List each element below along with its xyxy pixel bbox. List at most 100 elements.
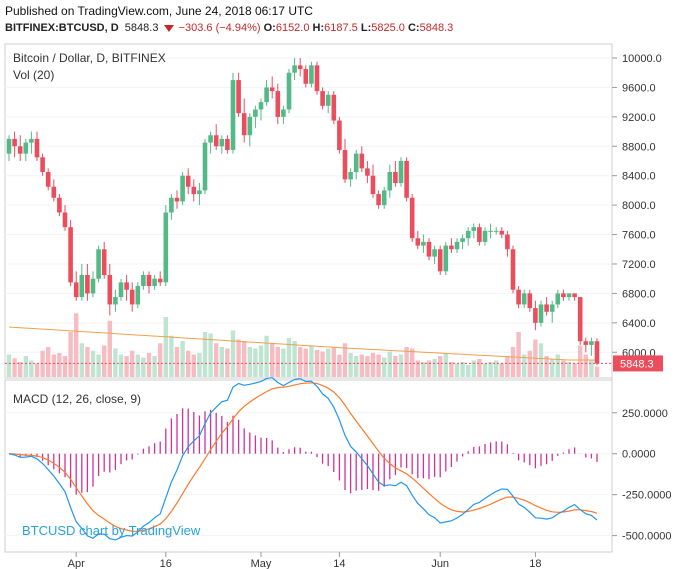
candle-body bbox=[191, 186, 197, 195]
volume-label: Vol (20) bbox=[13, 68, 54, 82]
tradingview-watermark[interactable]: BTCUSD chart by TradingView bbox=[22, 523, 201, 538]
volume-bar bbox=[34, 363, 40, 377]
macd-pane[interactable] bbox=[4, 379, 613, 553]
volume-bar bbox=[292, 341, 297, 377]
candle-body bbox=[359, 153, 365, 169]
volume-bar bbox=[191, 354, 196, 377]
published-note: Published on TradingView.com, June 24, 2… bbox=[5, 4, 313, 18]
macd-line bbox=[8, 377, 598, 541]
volume-bar bbox=[359, 354, 364, 377]
volume-bar bbox=[488, 362, 493, 377]
candle-body bbox=[269, 87, 275, 92]
candle-body bbox=[208, 135, 213, 143]
volume-bar bbox=[202, 332, 208, 377]
candle-body bbox=[516, 289, 521, 305]
volume-bar bbox=[29, 360, 34, 377]
volume-bar bbox=[46, 347, 51, 377]
volume-bar bbox=[275, 347, 280, 377]
candle-body bbox=[527, 293, 533, 309]
candle-body bbox=[185, 175, 191, 187]
price-pane-title: Bitcoin / Dollar, D, BITFINEX bbox=[13, 51, 166, 65]
candle-body bbox=[460, 238, 465, 242]
candle-body bbox=[247, 116, 253, 136]
price-tick-label: 8000.0 bbox=[622, 200, 656, 212]
close-label: C: bbox=[407, 22, 420, 34]
macd-tick-label: 250.0000 bbox=[622, 408, 668, 420]
volume-bar bbox=[303, 348, 308, 377]
price-tick-label: 6400.0 bbox=[622, 318, 656, 330]
volume-bar bbox=[382, 357, 387, 377]
volume-bar bbox=[174, 347, 180, 377]
macd-tick-label: -500.0000 bbox=[622, 531, 672, 543]
candle-body bbox=[141, 275, 146, 287]
volume-bar bbox=[236, 339, 241, 377]
volume-bar bbox=[186, 350, 191, 377]
candle-body bbox=[549, 304, 555, 312]
candle-body bbox=[90, 278, 96, 294]
candle-body bbox=[241, 113, 247, 136]
symbol-info-line: BITFINEX:BTCUSD, D 5848.3 −303.6 (−4.94%… bbox=[5, 22, 453, 34]
candle-body bbox=[572, 293, 577, 298]
candle-body bbox=[544, 304, 549, 312]
volume-bar bbox=[62, 356, 68, 377]
volume-bar bbox=[320, 351, 325, 377]
candle-body bbox=[561, 293, 566, 298]
volume-bar bbox=[124, 356, 129, 377]
price-tick-label: 8400.0 bbox=[622, 171, 656, 183]
volume-bar bbox=[594, 366, 600, 377]
volume-bar bbox=[12, 358, 17, 377]
candle-body bbox=[253, 109, 258, 117]
volume-bar bbox=[572, 363, 577, 377]
candle-body bbox=[510, 249, 516, 290]
candle-body bbox=[197, 190, 202, 195]
candle-body bbox=[169, 197, 174, 213]
price-tick-label: 9200.0 bbox=[622, 112, 656, 124]
high-value: 6187.5 bbox=[324, 22, 358, 34]
candle-body bbox=[538, 304, 544, 323]
candle-body bbox=[398, 160, 404, 184]
time-tick-label: 16 bbox=[160, 558, 172, 569]
volume-bar bbox=[230, 330, 236, 377]
candle-body bbox=[62, 212, 68, 228]
time-tick-label: Jun bbox=[431, 558, 449, 569]
volume-bar bbox=[331, 347, 336, 377]
volume-bar bbox=[23, 356, 28, 377]
candle-body bbox=[370, 175, 376, 195]
price-tick-label: 6800.0 bbox=[622, 288, 656, 300]
candle-body bbox=[68, 227, 73, 283]
volume-bar bbox=[454, 363, 460, 377]
candle-body bbox=[258, 102, 264, 110]
time-tick-label: May bbox=[251, 558, 272, 569]
candle-body bbox=[533, 308, 538, 323]
volume-bar bbox=[163, 317, 168, 377]
volume-bar bbox=[130, 350, 135, 377]
candle-body bbox=[331, 94, 337, 121]
candle-body bbox=[404, 160, 409, 198]
volume-bar bbox=[510, 347, 516, 377]
candle-body bbox=[202, 142, 208, 191]
volume-bar bbox=[107, 320, 112, 377]
symbol-label[interactable]: BITFINEX:BTCUSD, D bbox=[5, 22, 119, 34]
volume-bar bbox=[68, 332, 73, 377]
candle-body bbox=[219, 138, 225, 147]
volume-bar bbox=[438, 356, 443, 377]
volume-bar bbox=[141, 357, 146, 377]
volume-bar bbox=[219, 347, 224, 377]
volume-bar bbox=[337, 354, 342, 377]
candle-body bbox=[555, 293, 561, 305]
macd-signal-line bbox=[8, 382, 598, 533]
candle-body bbox=[129, 289, 135, 305]
candle-body bbox=[342, 149, 348, 180]
volume-bar bbox=[522, 354, 527, 377]
candle-body bbox=[387, 172, 393, 191]
candle-body bbox=[113, 297, 118, 305]
price-pane[interactable] bbox=[4, 43, 613, 379]
volume-bar bbox=[544, 356, 549, 377]
volume-bar bbox=[113, 348, 118, 377]
candle-body bbox=[146, 275, 152, 287]
volume-bar bbox=[298, 347, 303, 377]
volume-bar bbox=[421, 362, 426, 377]
candle-body bbox=[152, 278, 157, 287]
candle-body bbox=[566, 293, 572, 298]
